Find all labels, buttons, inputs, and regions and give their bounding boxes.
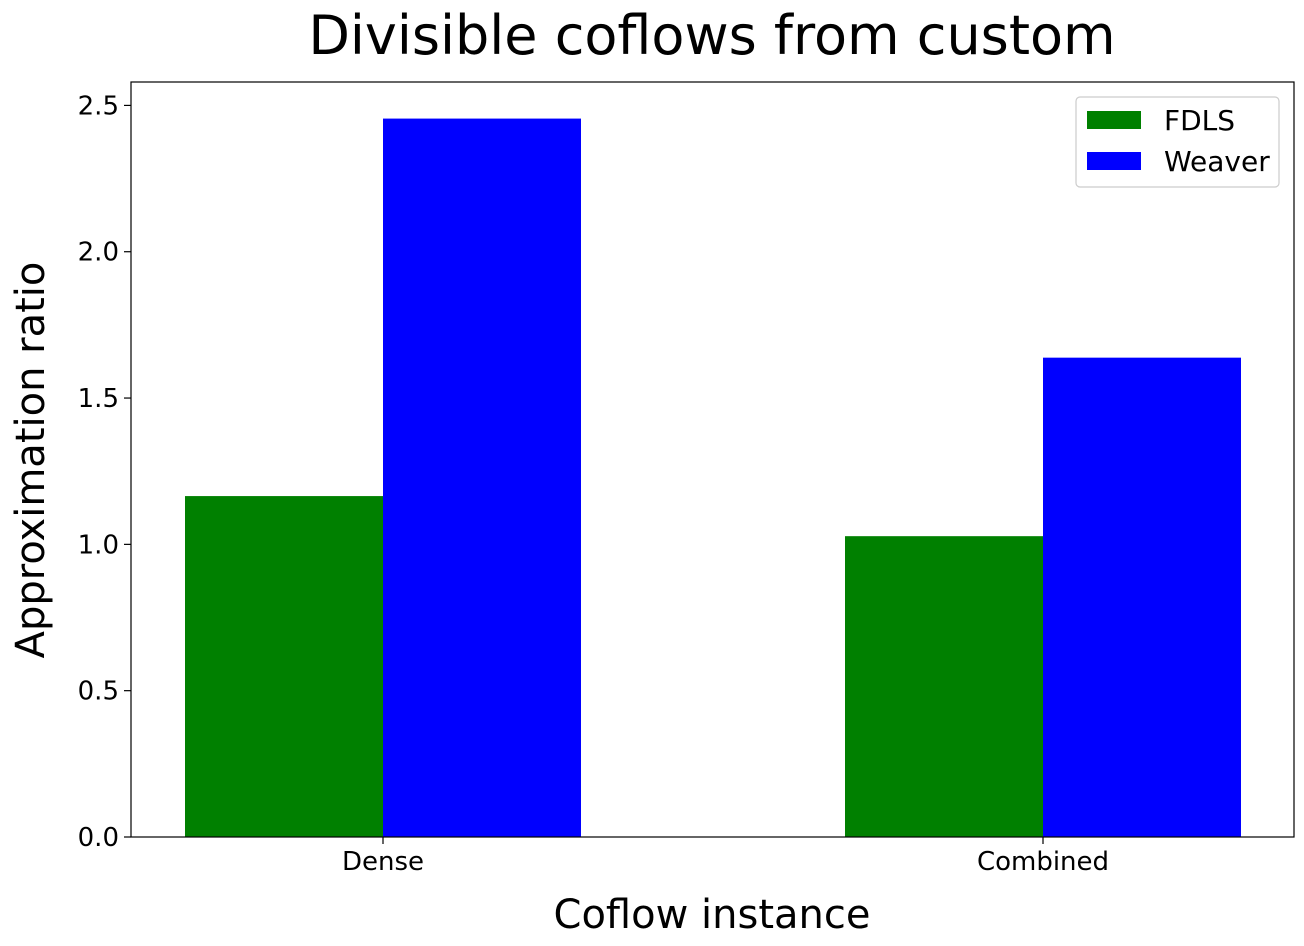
legend-swatch-fdls: [1087, 111, 1141, 129]
x-tick-label-dense: Dense: [342, 847, 424, 877]
y-tick-label: 2.5: [78, 91, 119, 121]
x-axis-label: Coflow instance: [554, 892, 871, 938]
y-tick-label: 1.5: [78, 384, 119, 414]
legend-label-fdls: FDLS: [1164, 104, 1235, 137]
bar-fdls-combined: [845, 536, 1043, 837]
bar-fdls-dense: [185, 496, 383, 837]
legend-swatch-weaver: [1087, 152, 1141, 170]
x-tick-label-combined: Combined: [977, 847, 1109, 877]
bars-layer: [185, 118, 1241, 837]
bar-weaver-combined: [1043, 357, 1241, 837]
plot-area-frame: [130, 81, 1295, 838]
y-tick-label: 0.0: [78, 823, 119, 853]
y-axis: 0.0 0.5 1.0 1.5 2.0 2.5: [78, 91, 131, 853]
y-tick-label: 1.0: [78, 530, 119, 560]
x-axis: Dense Combined: [342, 837, 1109, 877]
y-tick-label: 0.5: [78, 677, 119, 707]
y-axis-label: Approximation ratio: [8, 262, 54, 659]
y-tick-label: 2.0: [78, 238, 119, 268]
legend-label-weaver: Weaver: [1164, 145, 1270, 178]
legend: FDLS Weaver: [1075, 96, 1280, 188]
bar-weaver-dense: [383, 118, 581, 837]
chart-title: Divisible coflows from custom: [308, 4, 1115, 67]
